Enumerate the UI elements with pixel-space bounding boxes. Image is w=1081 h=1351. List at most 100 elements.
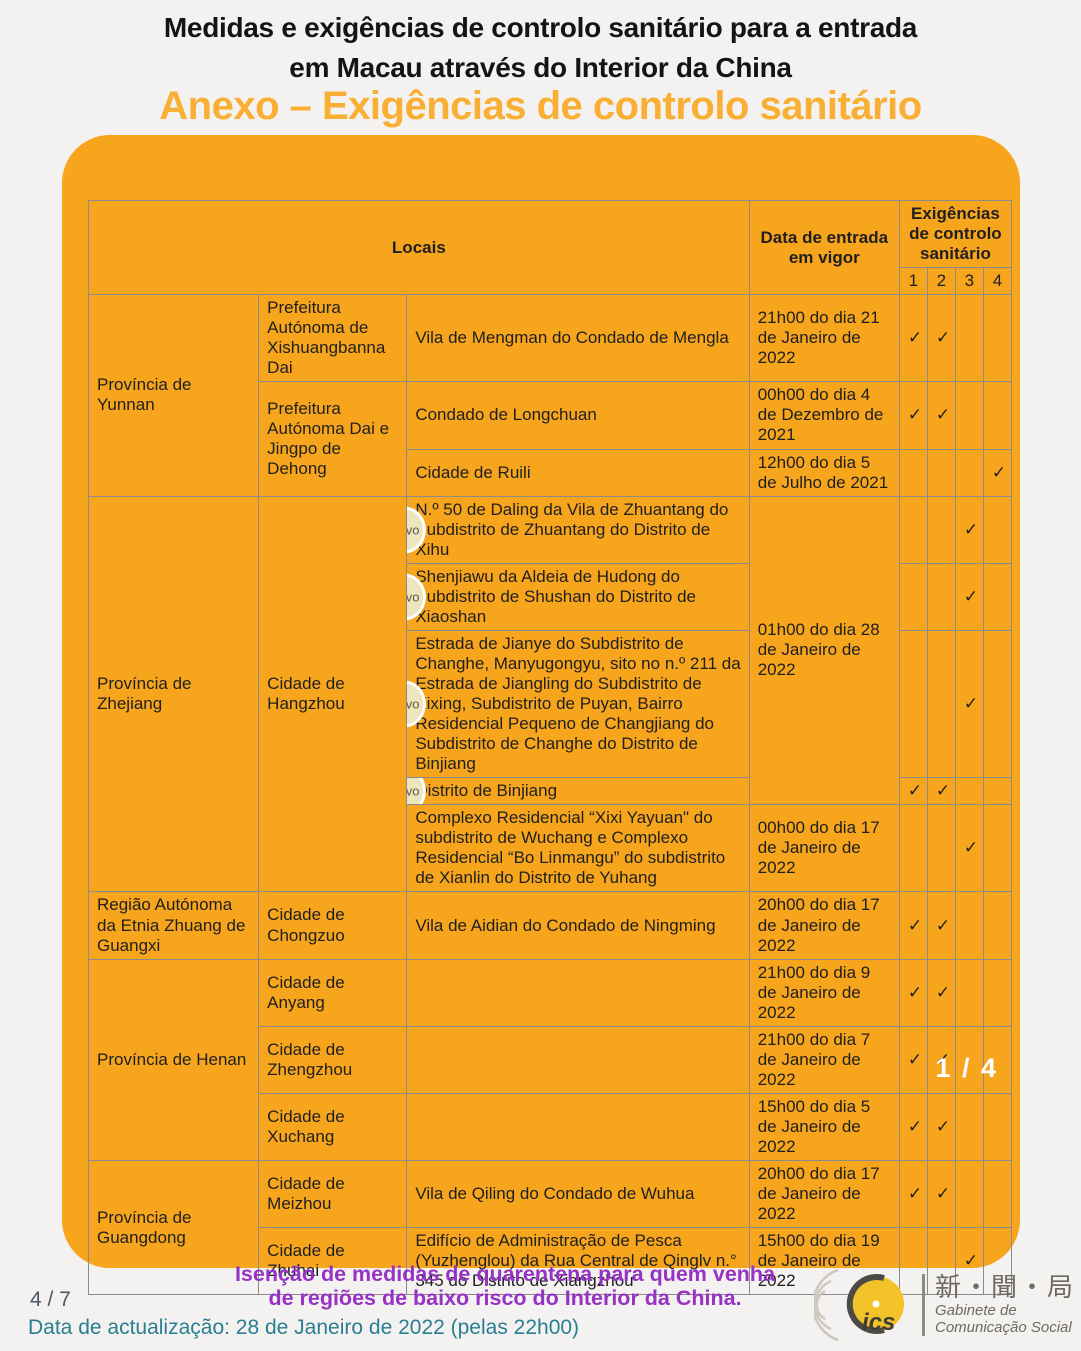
cell-check-1 <box>898 562 928 631</box>
logo-text-block: 新‧聞‧局 Gabinete de Comunicação Social <box>935 1273 1075 1336</box>
cell-prefecture: Cidade de Meizhou <box>258 1160 408 1229</box>
cell-check-3 <box>954 1160 984 1229</box>
cell-check-1: ✓ <box>898 1160 928 1229</box>
req-col-3: 3 <box>954 267 984 296</box>
cell-check-3: ✓ <box>954 562 984 631</box>
cell-check-2: ✓ <box>926 1160 956 1229</box>
cell-date: 00h00 do dia 4 de Dezembro de 2021 <box>748 381 900 450</box>
cell-check-3 <box>954 1025 984 1094</box>
table-row: Cidade de Zhengzhou 21h00 do dia 7 de Ja… <box>89 1025 1013 1094</box>
cell-province: Província de Henan <box>87 958 260 1162</box>
cell-check-3: ✓ <box>954 629 984 779</box>
cell-check-1: ✓ <box>898 294 928 383</box>
column-header-exigencias: Exigências de controlo sanitário <box>898 199 1013 269</box>
cell-check-4 <box>982 562 1013 631</box>
cell-prefecture: Cidade de Zhengzhou <box>258 1025 408 1094</box>
novo-badge: Novo <box>407 778 427 804</box>
cell-check-1: ✓ <box>898 381 928 450</box>
cell-location <box>406 1025 750 1094</box>
exemption-note: Isenção de medidas de quarentena para qu… <box>150 1262 860 1310</box>
cell-check-2 <box>926 448 956 497</box>
cell-date: 01h00 do dia 28 de Janeiro de 2022 <box>748 495 900 806</box>
cell-check-2 <box>926 562 956 631</box>
gcs-logo: ics 新‧聞‧局 Gabinete de Comunicação Social <box>813 1264 1075 1346</box>
cell-check-2: ✓ <box>926 1025 956 1094</box>
cell-check-1: ✓ <box>898 1092 928 1162</box>
cell-check-1 <box>898 629 928 779</box>
table-page-indicator: 1 / 4 <box>935 1053 998 1083</box>
cell-check-4 <box>982 958 1013 1027</box>
req-col-2: 2 <box>926 267 956 296</box>
cell-date: 00h00 do dia 17 de Janeiro de 2022 <box>748 804 900 893</box>
cell-check-3 <box>954 1092 984 1162</box>
update-date: Data de actualização: 28 de Janeiro de 2… <box>28 1316 580 1339</box>
cell-date: 12h00 do dia 5 de Julho de 2021 <box>748 448 900 497</box>
table-row: Província de Yunnan Prefeitura Autónoma … <box>87 294 1013 497</box>
cell-check-2: ✓ <box>926 958 956 1027</box>
cell-check-2 <box>926 804 956 893</box>
logo-chinese-name: 新‧聞‧局 <box>934 1272 1075 1303</box>
column-header-data-entrada: Data de entrada em vigor <box>748 199 900 296</box>
cell-prefecture: Cidade de Anyang <box>258 958 408 1027</box>
title-line-2: em Macau através do Interior da China <box>289 51 792 83</box>
table-row: Cidade de Zhuhai Edifício de Administraç… <box>89 1227 1013 1296</box>
cell-prefecture: Prefeitura Autónoma de Xishuangbanna Dai <box>258 294 408 383</box>
cell-location <box>406 958 750 1027</box>
cell-check-4 <box>982 1092 1013 1162</box>
logo-portuguese-name-2: Comunicação Social <box>934 1319 1072 1337</box>
cell-check-4 <box>982 381 1013 450</box>
req-col-4: 4 <box>982 267 1013 296</box>
cell-province: Província de Yunnan <box>87 294 260 497</box>
cell-prefecture: Cidade de Chongzuo <box>258 891 408 960</box>
table-row: Complexo Residencial “Xixi Yayuan" do su… <box>89 804 1013 893</box>
cell-check-1 <box>898 495 928 564</box>
cell-date: 15h00 do dia 5 de Janeiro de 2022 <box>748 1092 900 1162</box>
cell-check-3: ✓ <box>954 1227 984 1296</box>
cell-check-1 <box>898 448 928 497</box>
cell-check-3 <box>954 381 984 450</box>
table-row: Província de Zhejiang Cidade de Hangzhou… <box>87 495 1013 893</box>
cell-province: Província de Zhejiang <box>87 495 260 893</box>
exemption-line-1: Isenção de medidas de quarentena para qu… <box>234 1262 776 1286</box>
table-row: Prefeitura Autónoma Dai e Jingpo de Deho… <box>89 381 1013 497</box>
cell-check-3 <box>954 958 984 1027</box>
cell-check-4 <box>982 294 1013 383</box>
column-header-locais: Locais <box>88 199 750 296</box>
annex-subtitle: Anexo – Exigências de controlo sanitário <box>159 83 922 128</box>
table-row: Novo Estrada de Jianye do Subdistrito de… <box>89 629 1013 779</box>
cell-check-2: ✓ <box>926 1092 956 1162</box>
cell-check-4 <box>982 495 1013 564</box>
title-line-1: Medidas e exigências de controlo sanitár… <box>163 12 918 43</box>
cell-check-2 <box>926 629 956 779</box>
cell-check-2 <box>926 495 956 564</box>
cell-date: 21h00 do dia 9 de Janeiro de 2022 <box>748 958 900 1027</box>
table-row: Província de Guangdong Cidade de Meizhou… <box>87 1160 1013 1296</box>
cell-date: 21h00 do dia 7 de Janeiro de 2022 <box>748 1025 900 1094</box>
gcs-logo-icon: ics <box>813 1268 904 1342</box>
cell-check-1: ✓ <box>898 1025 928 1094</box>
cell-location: Cidade de Ruili <box>406 448 750 497</box>
cell-check-4 <box>982 804 1013 893</box>
cell-check-2: ✓ <box>926 381 956 450</box>
document-page-count: 4 / 7 <box>30 1288 71 1311</box>
cell-location <box>406 1092 750 1162</box>
cell-check-3 <box>954 891 984 960</box>
sanitary-requirements-table: Locais Data de entrada em vigor Exigênci… <box>87 199 1013 1296</box>
cell-prefecture: Cidade de Xuchang <box>258 1092 408 1162</box>
cell-location: Novo Distrito de Binjiang <box>406 777 750 806</box>
orange-panel: Locais Data de entrada em vigor Exigênci… <box>62 135 1020 1296</box>
logo-divider <box>921 1274 925 1336</box>
cell-prefecture: Prefeitura Autónoma Dai e Jingpo de Deho… <box>258 381 408 497</box>
table-row: Província de Henan Cidade de Anyang 21h0… <box>87 958 1013 1162</box>
cell-check-3 <box>954 777 984 806</box>
cell-prefecture: Cidade de Hangzhou <box>258 495 408 893</box>
cell-location: Condado de Longchuan <box>406 381 750 450</box>
cell-check-1: ✓ <box>898 777 928 806</box>
location-text: Estrada de Jianye do Subdistrito de Chan… <box>415 633 741 774</box>
cell-check-2: ✓ <box>926 777 956 806</box>
cell-check-4: ✓ <box>982 448 1013 497</box>
cell-check-4 <box>982 629 1013 779</box>
cell-check-2: ✓ <box>926 891 956 960</box>
cell-province: Região Autónoma da Etnia Zhuang de Guang… <box>87 891 260 960</box>
